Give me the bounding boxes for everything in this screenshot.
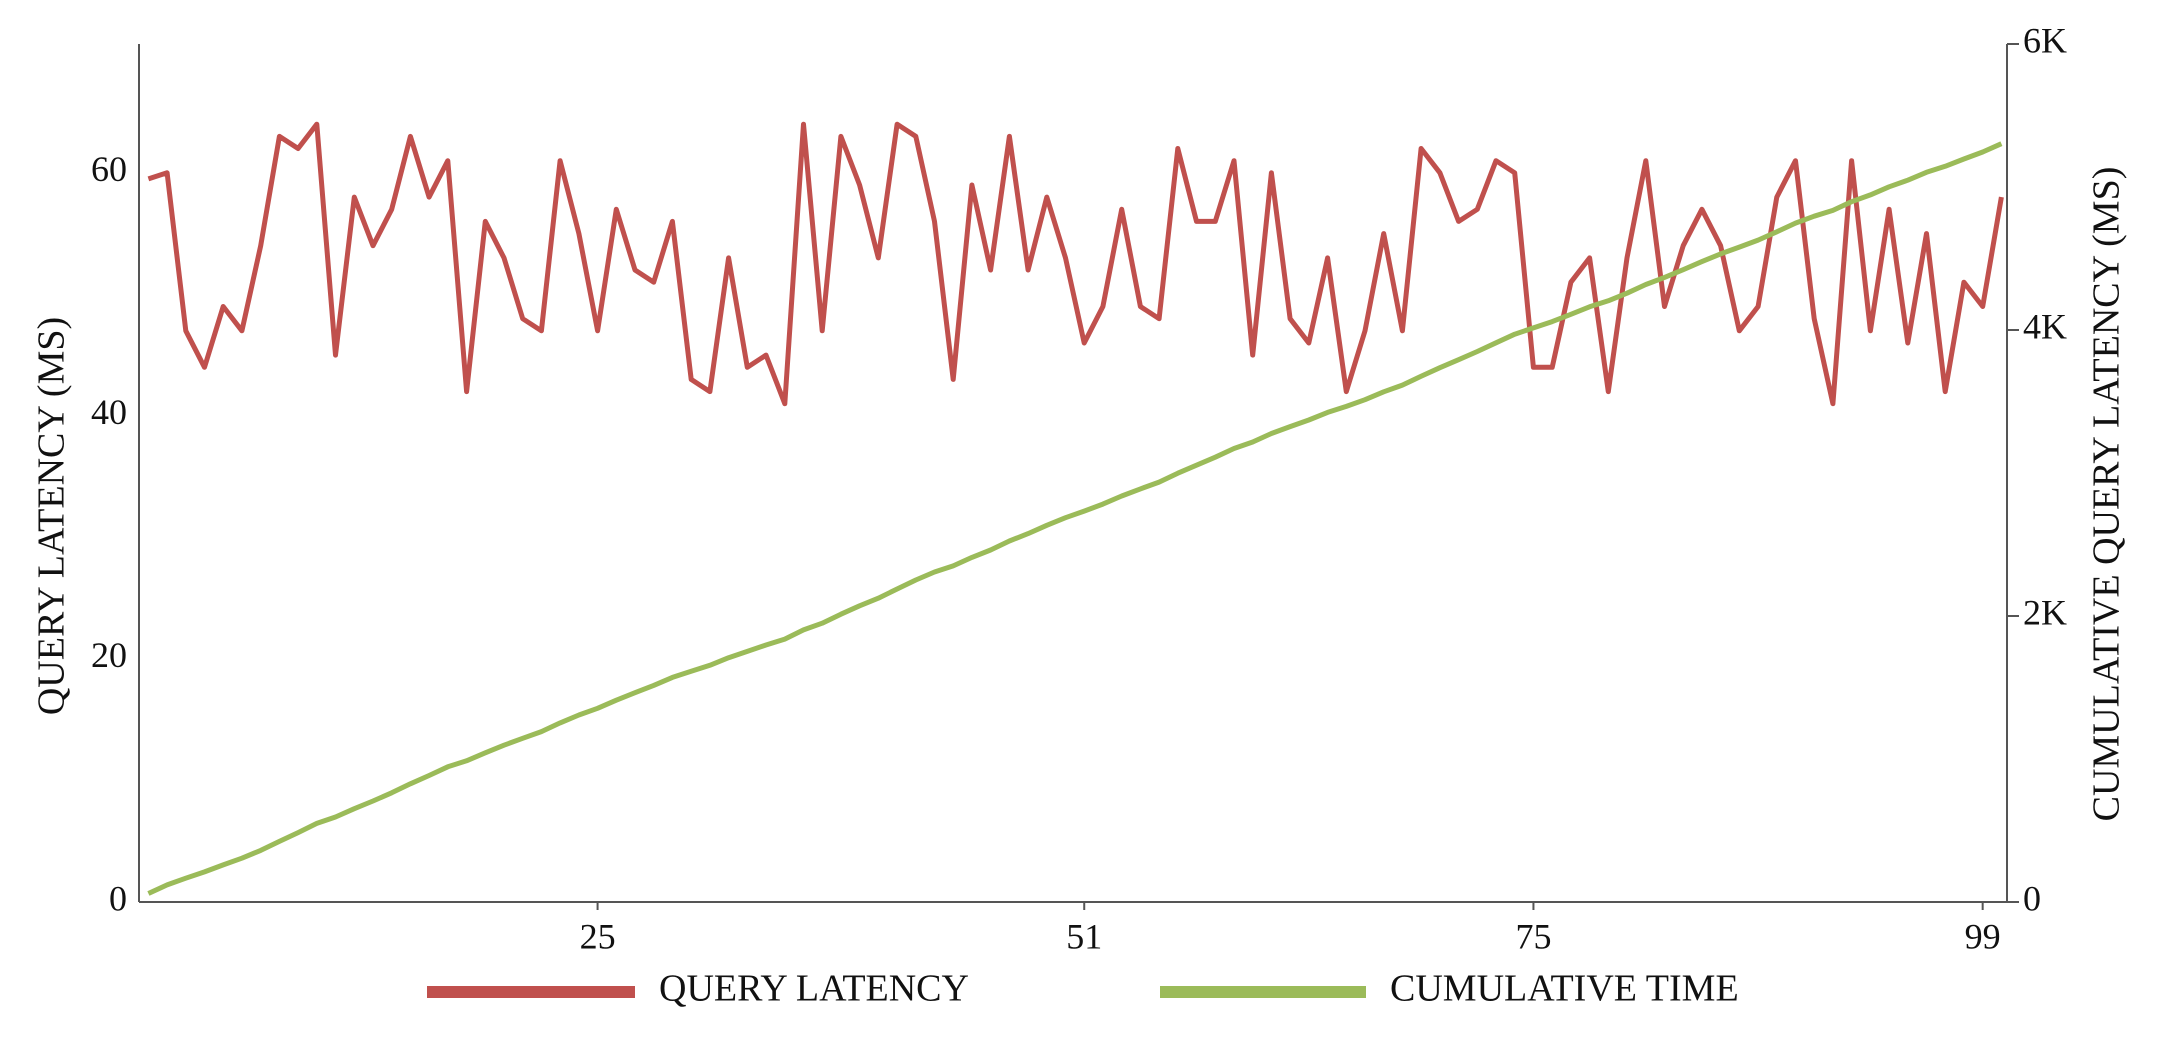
y-tick-label: 60: [91, 149, 127, 189]
legend-label: QUERY LATENCY: [659, 968, 969, 1010]
y2-axis-title: CUMULATIVE QUERY LATENCY (MS): [2086, 167, 2128, 822]
x-tick-label: 75: [1515, 916, 1551, 956]
y2-tick-label: 6K: [2023, 20, 2067, 60]
y2-tick-label: 2K: [2023, 592, 2067, 632]
y-tick-label: 20: [91, 635, 127, 675]
legend-label: CUMULATIVE TIME: [1390, 968, 1739, 1010]
x-tick-label: 51: [1066, 916, 1102, 956]
x-tick-label: 99: [1965, 916, 2001, 956]
series-line: [147, 121, 2004, 407]
y-axis-title: QUERY LATENCY (MS): [31, 317, 73, 715]
y-tick-label: 0: [109, 878, 127, 918]
x-tick-label: 25: [580, 916, 616, 956]
y2-tick-label: 4K: [2023, 306, 2067, 346]
y-tick-label: 40: [91, 392, 127, 432]
series-line: [147, 141, 2003, 896]
y2-tick-label: 0: [2023, 878, 2041, 918]
